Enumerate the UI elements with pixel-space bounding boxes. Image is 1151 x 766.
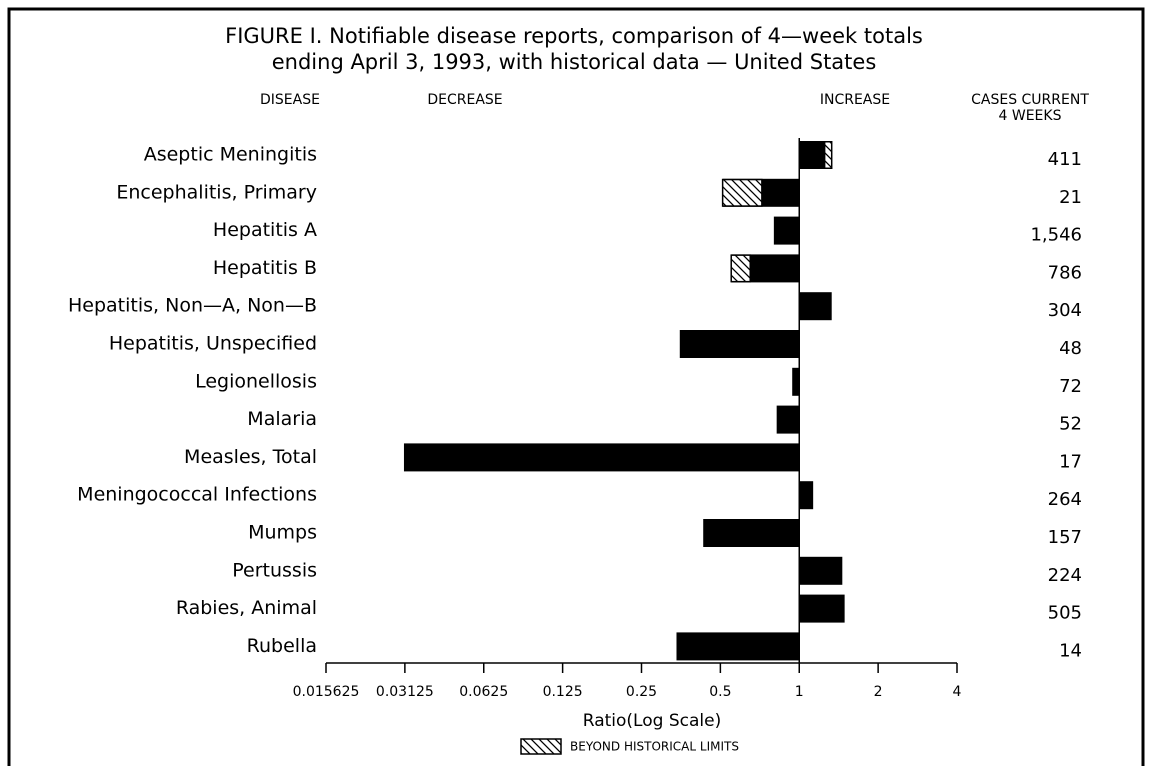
cases-value: 786 [1048,262,1082,283]
beyond-limits [823,141,833,169]
x-tick-label: 0.03125 [376,684,434,700]
x-tick-label: 0.015625 [293,684,360,700]
cases-value: 17 [1059,451,1082,472]
category-label: Hepatitis, Unspecified [109,333,317,355]
x-tick-label: 0.25 [626,684,657,700]
category-label: Rabies, Animal [176,597,317,619]
beyond-limits [730,254,751,283]
cases-value: 157 [1048,527,1082,548]
cases-value: 224 [1048,565,1082,586]
category-label: Measles, Total [184,446,317,468]
category-label: Legionellosis [195,370,317,392]
cases-value: 411 [1048,149,1082,170]
legend-swatch [520,738,562,755]
column-header: DISEASE [260,92,320,108]
x-tick-label: 0.125 [543,684,583,700]
column-header: DECREASE [427,92,502,108]
bar [679,330,800,358]
legend-label: BEYOND HISTORICAL LIMITS [570,740,739,754]
bar [703,519,800,547]
cases-value: 52 [1059,414,1082,435]
cases-value: 72 [1059,376,1082,397]
cases-value: 1,546 [1030,225,1082,246]
column-header: INCREASE [820,92,890,108]
bar [403,443,800,472]
category-label: Hepatitis, Non—A, Non—B [68,295,317,317]
beyond-limits [721,178,763,207]
category-label: Malaria [247,408,317,430]
x-tick-label: 1 [795,684,804,700]
category-label: Hepatitis B [213,257,317,279]
cases-value: 505 [1048,603,1082,624]
cases-value: 264 [1048,489,1082,510]
category-label: Aseptic Meningitis [144,144,317,166]
column-header: CASES CURRENT [971,92,1089,108]
cases-value: 304 [1048,300,1082,321]
category-label: Hepatitis A [213,219,317,241]
bar [773,216,800,245]
category-label: Pertussis [232,559,317,581]
chart-title: FIGURE I. Notifiable disease reports, co… [225,24,923,48]
category-label: Mumps [248,522,317,544]
x-tick-label: 0.5 [709,684,731,700]
bar [799,481,814,510]
cases-value: 21 [1059,187,1082,208]
cases-value: 14 [1059,640,1082,661]
column-header: 4 WEEKS [999,108,1062,124]
frame [7,7,1145,766]
category-label: Meningococcal Infections [77,484,317,506]
bar [676,632,800,661]
cases-value: 48 [1059,338,1082,359]
x-tick-label: 2 [874,684,883,700]
x-tick-label: 0.0625 [459,684,508,700]
bar [799,556,843,585]
category-label: Rubella [247,635,317,657]
bar [776,405,800,434]
bar [799,594,845,623]
chart-title: ending April 3, 1993, with historical da… [272,50,877,74]
x-axis-label: Ratio(Log Scale) [583,711,721,731]
x-tick-label: 4 [953,684,962,700]
bar [792,367,800,396]
bar [799,292,832,321]
category-label: Encephalitis, Primary [116,181,317,203]
